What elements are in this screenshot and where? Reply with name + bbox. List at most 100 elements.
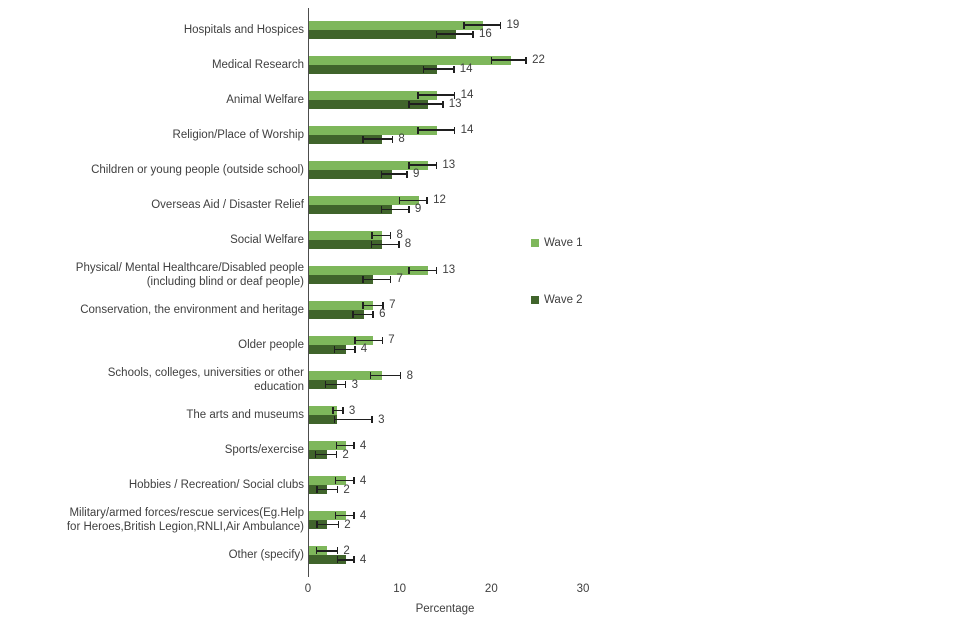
error-bar-cap-left	[370, 240, 372, 248]
category-label-text: Hobbies / Recreation/ Social clubs	[128, 479, 304, 492]
category-label: Medical Research	[4, 47, 304, 82]
category-label: Children or young people (outside school…	[4, 152, 304, 187]
value-label: 2	[344, 518, 351, 531]
value-label: 14	[460, 89, 474, 102]
error-bar-line	[371, 243, 399, 246]
error-bar-cap-left	[408, 100, 410, 108]
error-bar-cap-left	[334, 512, 337, 520]
bar-wave1	[309, 441, 346, 451]
category-label: Social Welfare	[4, 222, 304, 257]
error-bar-line	[317, 488, 338, 491]
category-label-text: Older people	[238, 338, 304, 351]
error-bar-line	[399, 199, 428, 201]
value-label: 2	[343, 544, 350, 557]
bar-wave1	[309, 230, 383, 240]
category-label-text: Overseas Aid / Disaster Relief	[151, 198, 304, 211]
bar-wave2	[309, 380, 337, 389]
error-bar-cap-left	[333, 416, 336, 424]
error-bar-line	[381, 208, 409, 210]
value-label: 19	[506, 19, 520, 31]
error-bar-cap-right	[353, 512, 355, 520]
error-bar-line	[332, 409, 343, 412]
error-bar-cap-right	[335, 451, 338, 459]
error-bar-cap-right	[453, 91, 456, 99]
error-bar-line	[423, 68, 454, 70]
category-label-text: Children or young people (outside school…	[91, 163, 304, 176]
category-label-text: Sports/exercise	[224, 444, 304, 457]
category-label: Sports/exercise	[4, 433, 304, 468]
value-label: 4	[359, 509, 367, 522]
category-label: Military/armed forces/rescue services(Eg…	[4, 503, 304, 538]
error-bar-cap-left	[333, 345, 336, 353]
error-bar-cap-right	[342, 407, 344, 415]
error-bar-cap-left	[315, 547, 317, 555]
error-bar-line	[336, 444, 354, 447]
bar-wave1	[309, 335, 374, 345]
category-label: Conservation, the environment and herita…	[4, 292, 304, 327]
error-bar-line	[335, 479, 354, 482]
error-bar-cap-right	[435, 266, 438, 274]
error-bar-line	[334, 418, 373, 421]
error-bar-line	[352, 313, 374, 316]
bar-wave2	[309, 309, 364, 319]
error-bar-line	[315, 453, 337, 456]
error-bar-line	[372, 234, 391, 237]
error-bar-line	[381, 173, 407, 175]
error-bar-cap-left	[463, 21, 465, 29]
error-bar-cap-left	[417, 91, 419, 99]
error-bar-line	[337, 559, 354, 561]
error-bar-cap-right	[353, 442, 355, 450]
error-bar-cap-left	[380, 205, 383, 213]
error-bar-cap-right	[344, 381, 347, 388]
bar-wave1	[309, 511, 346, 521]
error-bar-cap-left	[335, 442, 338, 450]
value-label: 8	[398, 133, 405, 146]
value-label: 2	[342, 448, 349, 461]
x-tick-label: 0	[304, 583, 312, 595]
error-bar-cap-right	[435, 161, 438, 169]
error-bar-line	[335, 514, 354, 517]
error-bar-line	[334, 348, 355, 351]
error-bar-cap-left	[362, 275, 364, 283]
legend-item-wave2: Wave 2	[531, 293, 583, 307]
error-bar-line	[363, 138, 393, 140]
error-bar-cap-right	[382, 301, 384, 309]
error-bar-line	[363, 278, 391, 281]
bar-wave1	[309, 406, 337, 416]
value-label: 4	[359, 439, 367, 452]
category-label: Older people	[4, 327, 304, 362]
error-bar-cap-right	[389, 231, 392, 239]
error-bar-cap-right	[353, 477, 355, 485]
y-axis-line	[308, 8, 309, 577]
error-bar-line	[436, 33, 473, 35]
category-label-text: Religion/Place of Worship	[172, 128, 304, 141]
error-bar-cap-left	[314, 451, 317, 459]
value-label: 14	[459, 63, 473, 76]
category-label-text: Social Welfare	[230, 233, 304, 246]
error-bar-cap-left	[336, 556, 339, 564]
value-label: 4	[359, 474, 367, 487]
category-label: Other (specify)	[4, 538, 304, 573]
bar-wave2	[309, 134, 383, 144]
legend-swatch-wave1-icon	[531, 239, 539, 247]
category-label-text: Military/armed forces/rescue services(Eg…	[66, 507, 304, 534]
error-bar-cap-right	[499, 21, 502, 29]
error-bar-cap-left	[316, 521, 318, 529]
error-bar-cap-right	[408, 205, 410, 213]
bar-wave1	[309, 160, 429, 170]
error-bar-cap-right	[525, 56, 527, 64]
value-label: 7	[389, 299, 396, 312]
bar-wave1	[309, 371, 383, 380]
category-label: Overseas Aid / Disaster Relief	[4, 187, 304, 222]
error-bar-cap-left	[324, 381, 327, 388]
value-label: 13	[442, 264, 456, 277]
error-bar-cap-left	[334, 477, 337, 485]
error-bar-line	[316, 550, 338, 552]
error-bar-cap-right	[453, 65, 455, 73]
error-bar-cap-left	[490, 56, 493, 64]
error-bar-cap-right	[399, 372, 402, 379]
legend-item-wave1: Wave 1	[531, 236, 583, 250]
error-bar-cap-right	[389, 275, 392, 283]
bar-wave1	[309, 195, 419, 205]
value-label: 8	[406, 369, 413, 382]
